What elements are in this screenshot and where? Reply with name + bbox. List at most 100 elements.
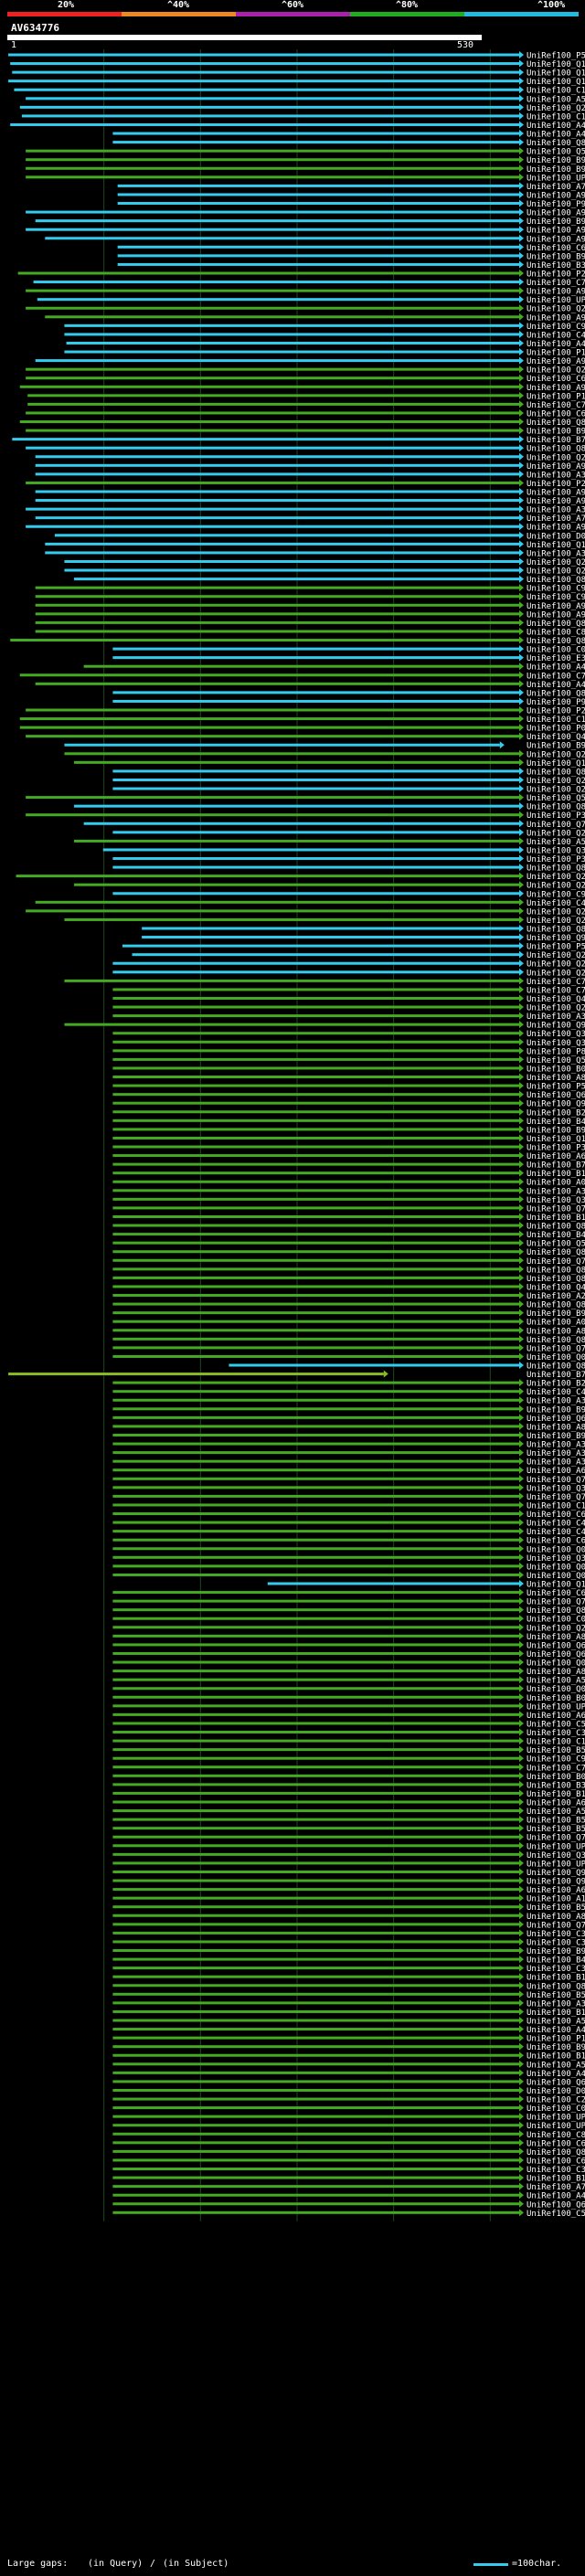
hit-bar[interactable] (112, 970, 520, 974)
hit-bar[interactable] (35, 455, 519, 459)
hit-label[interactable]: UniRef100_Q6V914 (526, 1650, 585, 1659)
hit-row[interactable]: UniRef100_B5HF58 (112, 1745, 585, 1756)
hit-row[interactable]: UniRef100_B0JHH3 (112, 1064, 585, 1075)
hit-bar[interactable] (229, 1363, 519, 1367)
hit-row[interactable]: UniRef100_Q7QWP4 (83, 820, 585, 830)
hit-label[interactable]: UniRef100_Q01EY4 (526, 1659, 585, 1669)
hit-row[interactable]: UniRef100_C3NMT1 (112, 1937, 585, 1948)
hit-label[interactable]: UniRef100_Q7UW19 (526, 1921, 585, 1930)
hit-bar[interactable] (112, 132, 520, 135)
hit-bar[interactable] (112, 831, 520, 834)
hit-bar[interactable] (64, 350, 520, 354)
hit-label[interactable]: UniRef100_Q1HAX0 (526, 69, 585, 79)
hit-label[interactable]: UniRef100_Q2QFB7 (526, 453, 585, 462)
hit-label[interactable]: UniRef100_Q04TE8 (526, 1545, 585, 1554)
hit-label[interactable]: UniRef100_B1W8D7 (526, 1974, 585, 1983)
hit-bar[interactable] (112, 1180, 520, 1183)
hit-row[interactable]: UniRef100_C4M857 (35, 898, 585, 908)
hit-label[interactable]: UniRef100_A4RV46 (526, 681, 585, 690)
hit-label[interactable]: UniRef100_C9PQB0 (526, 593, 585, 602)
hit-label[interactable]: UniRef100_A9TMC9 (526, 524, 585, 533)
hit-bar[interactable] (117, 262, 519, 266)
hit-label[interactable]: UniRef100_C7Q061 (526, 986, 585, 995)
hit-row[interactable]: UniRef100_B1X419 (112, 1169, 585, 1180)
hit-label[interactable]: UniRef100_A9RUK2 (526, 610, 585, 620)
hit-row[interactable]: UniRef100_B5YI31 (112, 1990, 585, 2000)
hit-row[interactable]: UniRef100_B0K6X2 (112, 1772, 585, 1782)
hit-label[interactable]: UniRef100_B2J715 (526, 1108, 585, 1118)
hit-bar[interactable] (112, 1530, 520, 1533)
hit-bar[interactable] (117, 193, 519, 196)
hit-row[interactable]: UniRef100_C9PRU7 (35, 584, 585, 594)
hit-label[interactable]: UniRef100_A9SXX6 (526, 497, 585, 506)
hit-bar[interactable] (112, 1057, 520, 1061)
hit-label[interactable]: UniRef100_A3IW18 (526, 1187, 585, 1196)
hit-row[interactable]: UniRef100_A8MFK8 (112, 1632, 585, 1642)
hit-row[interactable]: UniRef100_B9HQ29 (112, 1405, 585, 1415)
hit-bar[interactable] (66, 341, 519, 345)
hit-bar[interactable] (112, 2019, 520, 2022)
hit-bar[interactable] (112, 1390, 520, 1394)
hit-label[interactable]: UniRef100_Q2QFC1 (526, 960, 585, 970)
hit-label[interactable]: UniRef100_A9S3Y4 (526, 489, 585, 498)
hit-bar[interactable] (26, 481, 520, 484)
hit-row[interactable]: UniRef100_C7IG8M (112, 1763, 585, 1774)
hit-label[interactable]: UniRef100_C6PB32 (526, 1511, 585, 1520)
hit-bar[interactable] (10, 122, 520, 126)
hit-row[interactable]: UniRef100_A3GVW1 (45, 548, 585, 559)
hit-row[interactable]: UniRef100_Q3AXE1 (112, 1029, 585, 1040)
hit-row[interactable]: UniRef100_C6PB32 (112, 1510, 585, 1521)
hit-bar[interactable] (112, 1468, 520, 1472)
hit-row[interactable]: UniRef100_A8R279 (112, 1912, 585, 1922)
hit-row[interactable]: UniRef100_C3RNW7 (112, 1728, 585, 1739)
hit-label[interactable]: UniRef100_Q2Z387 (526, 917, 585, 926)
hit-row[interactable]: UniRef100_Q67161 (112, 1414, 585, 1424)
hit-label[interactable]: UniRef100_C3RNW7 (526, 1729, 585, 1738)
hit-label[interactable]: UniRef100_Q5NK53 (526, 148, 585, 157)
hit-bar[interactable] (112, 1687, 520, 1691)
hit-row[interactable]: UniRef100_B0S1H1 (112, 1693, 585, 1703)
hit-label[interactable]: UniRef100_B1L089 (526, 2009, 585, 2018)
hit-row[interactable]: UniRef100_A3GVW2 (26, 505, 585, 515)
hit-bar[interactable] (112, 1888, 520, 1892)
hit-bar[interactable] (112, 1093, 520, 1097)
hit-row[interactable]: UniRef100_Q2QFB4 (26, 366, 585, 376)
hit-label[interactable]: UniRef100_C3N9D3 (526, 1930, 585, 1939)
hit-label[interactable]: UniRef100_Q2QFC5 (526, 873, 585, 882)
hit-bar[interactable] (112, 1940, 520, 1944)
hit-row[interactable]: UniRef100_Q8VB78 (112, 1300, 585, 1310)
hit-label[interactable]: UniRef100_B3K1Y1 (526, 261, 585, 270)
hit-label[interactable]: UniRef100_C6UD73 (526, 1589, 585, 1598)
hit-row[interactable]: UniRef100_Q5NK53 (26, 147, 585, 157)
hit-bar[interactable] (112, 1118, 520, 1122)
hit-label[interactable]: UniRef100_A8YLT2 (526, 1074, 585, 1083)
hit-row[interactable]: UniRef100_Q7TUI0 (112, 1475, 585, 1485)
hit-bar[interactable] (112, 647, 520, 651)
hit-row[interactable]: UniRef100_UP1000... (112, 1701, 585, 1712)
hit-row[interactable]: UniRef100_A9BC58 (45, 313, 585, 323)
hit-row[interactable]: UniRef100_A4RQF7 (83, 663, 585, 673)
hit-label[interactable]: UniRef100_A3Z3G3 (526, 1397, 585, 1406)
hit-label[interactable]: UniRef100_C1MIF7 (526, 87, 585, 96)
hit-bar[interactable] (112, 1521, 520, 1524)
hit-bar[interactable] (112, 1957, 520, 1961)
hit-bar[interactable] (112, 1844, 520, 1848)
hit-label[interactable]: UniRef100_Q7Y9C2 (526, 1257, 585, 1267)
hit-bar[interactable] (112, 2115, 520, 2118)
hit-bar[interactable] (26, 367, 520, 371)
hit-row[interactable]: UniRef100_C6UD73 (112, 1588, 585, 1599)
hit-bar[interactable] (45, 315, 519, 319)
hit-label[interactable]: UniRef100_A2CMM4 (526, 1292, 585, 1301)
hit-bar[interactable] (112, 1005, 520, 1009)
hit-bar[interactable] (112, 1949, 520, 1953)
hit-label[interactable]: UniRef100_C1DDU4 (526, 1501, 585, 1511)
hit-bar[interactable] (35, 900, 519, 904)
hit-bar[interactable] (112, 1294, 520, 1298)
hit-bar[interactable] (112, 2088, 520, 2092)
hit-row[interactable]: UniRef100_Q5KHB3 (112, 1055, 585, 1065)
hit-row[interactable]: UniRef100_B4V7V8 (112, 1956, 585, 1966)
hit-label[interactable]: UniRef100_Q76EH0 (526, 1834, 585, 1843)
hit-bar[interactable] (112, 2080, 520, 2083)
hit-label[interactable]: UniRef100_Q8VU64 (526, 803, 585, 812)
hit-row[interactable]: UniRef100_Q76EH0 (112, 1833, 585, 1843)
